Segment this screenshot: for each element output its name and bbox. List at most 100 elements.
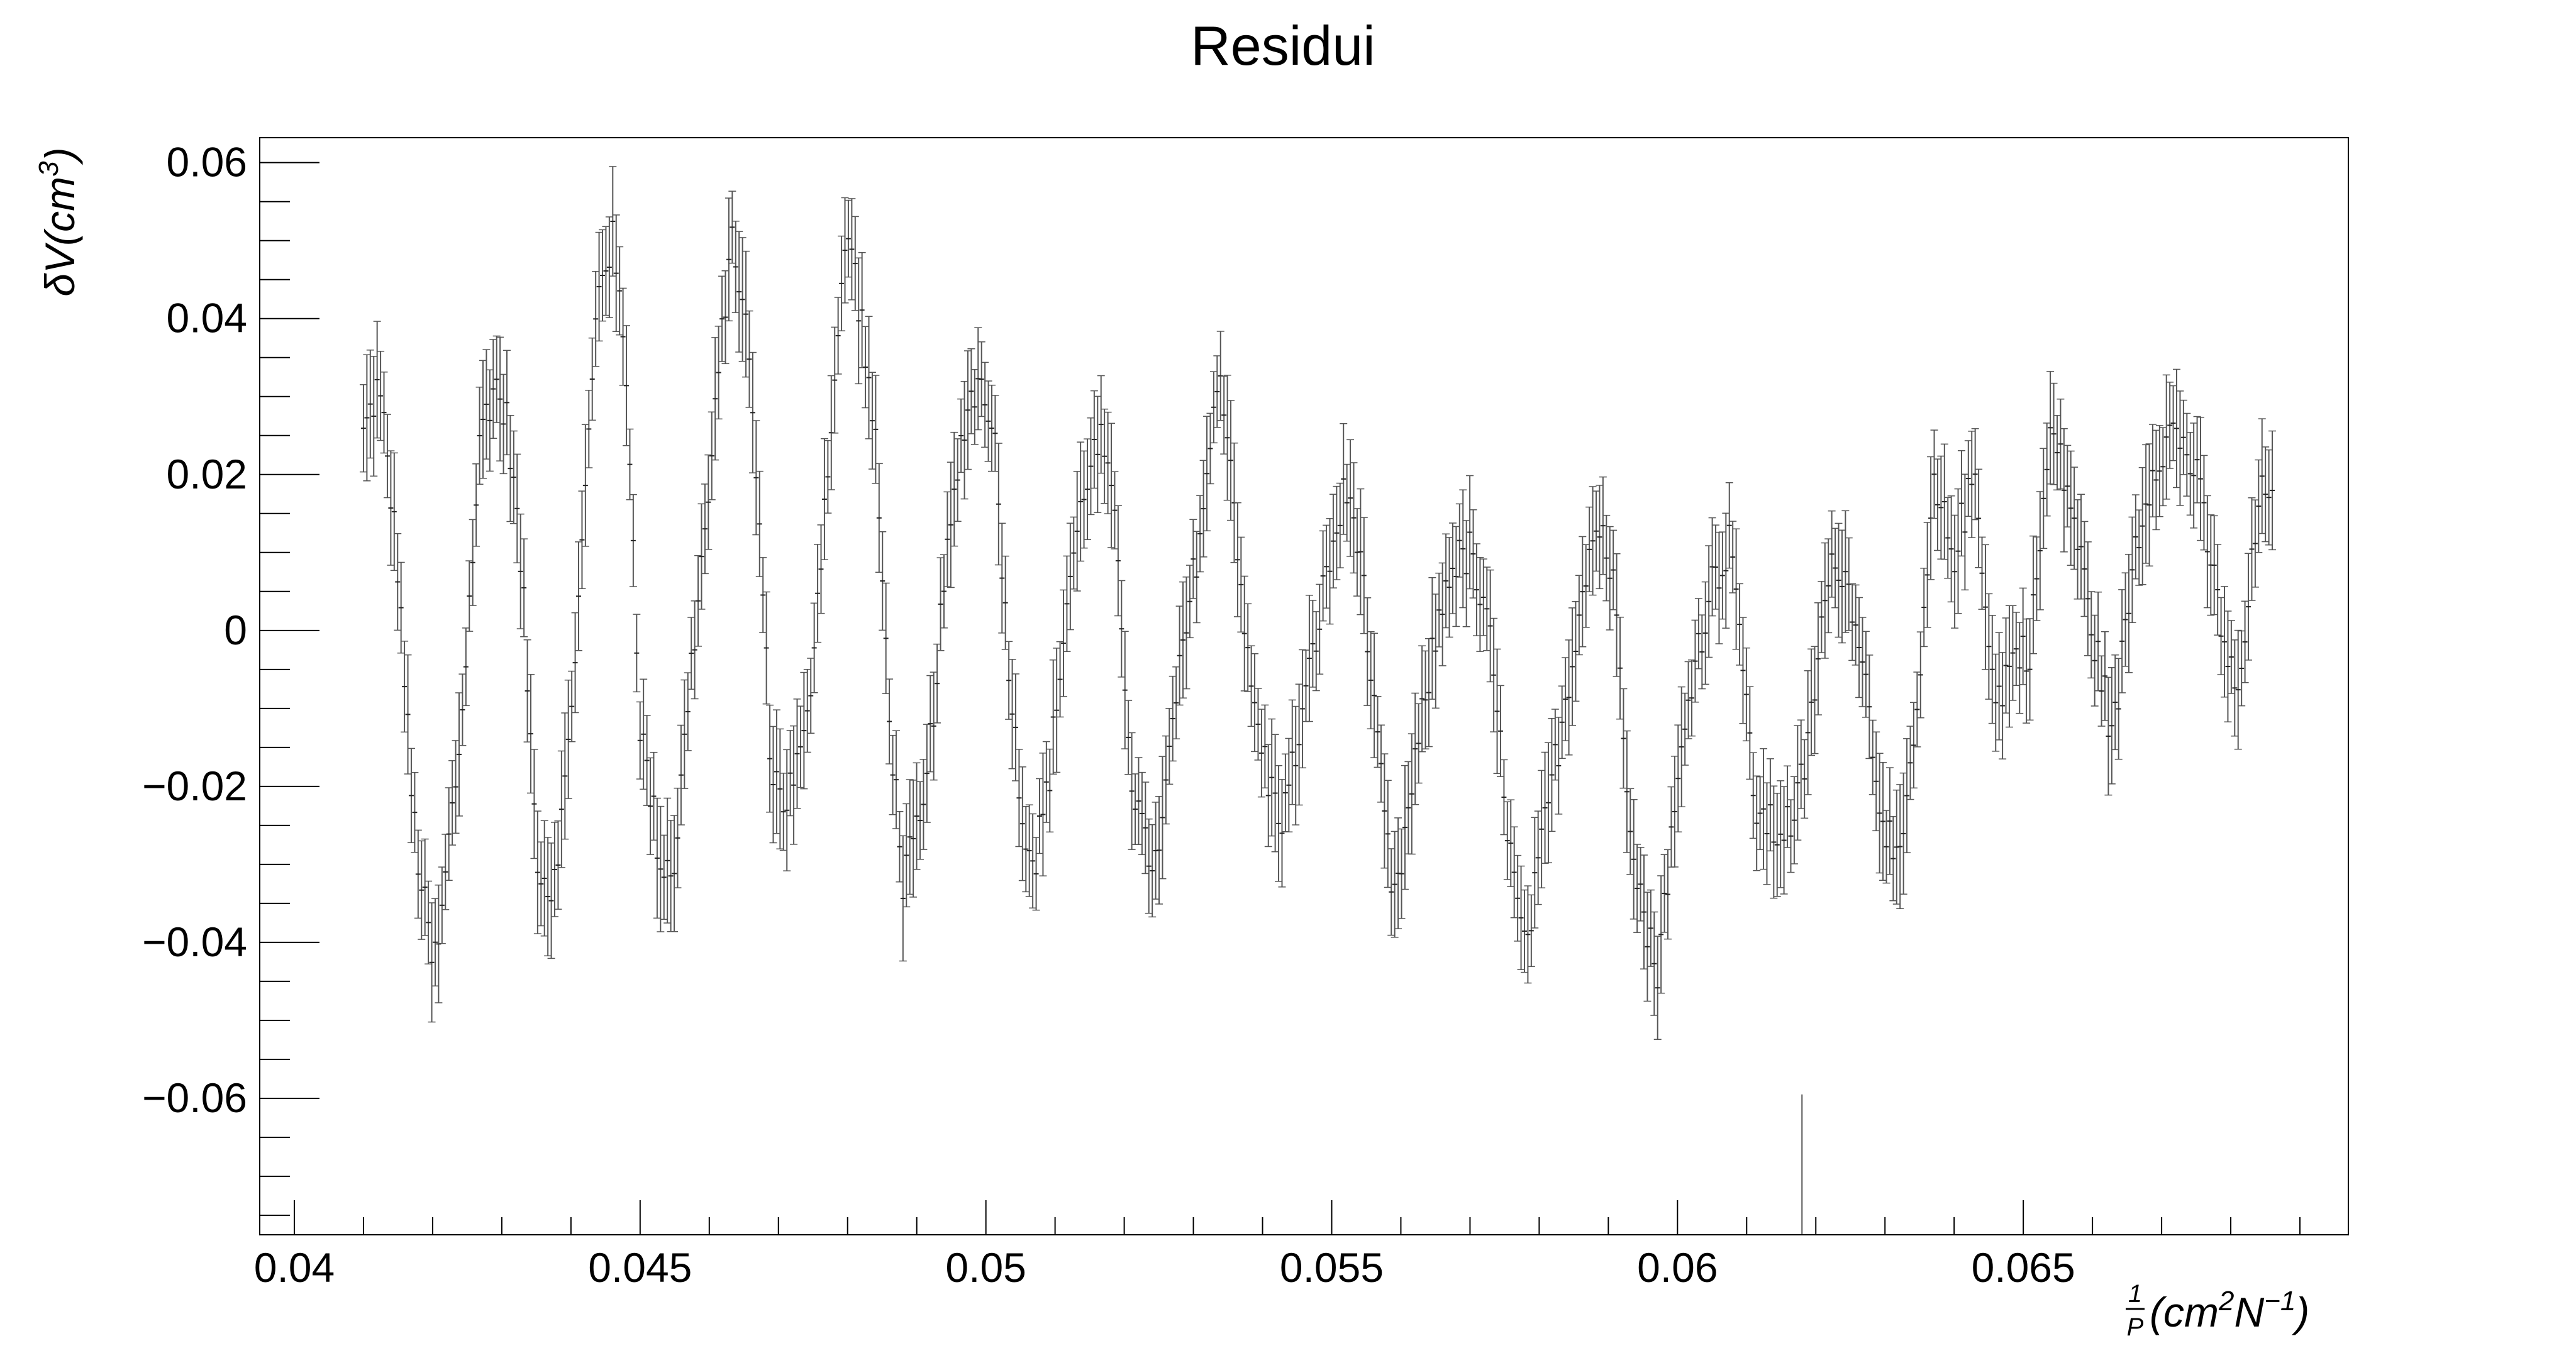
data-point — [2070, 466, 2079, 570]
y-tick-label: −0.06 — [142, 1074, 247, 1121]
data-point — [612, 214, 620, 333]
data-point — [960, 380, 969, 500]
data-point — [1421, 650, 1430, 749]
data-point — [561, 712, 569, 840]
data-point — [1435, 572, 1443, 648]
data-point — [465, 560, 474, 632]
data-point — [718, 275, 726, 362]
data-point — [448, 760, 457, 846]
data-point — [913, 762, 921, 870]
data-point — [2210, 515, 2218, 616]
data-point — [660, 834, 668, 920]
data-point — [1899, 772, 1907, 895]
data-point — [1343, 463, 1351, 542]
data-point — [1172, 666, 1180, 739]
data-point — [2084, 541, 2092, 656]
data-point — [1503, 801, 1511, 880]
data-point — [1646, 889, 1655, 967]
data-point — [807, 658, 815, 734]
data-point — [1763, 782, 1771, 885]
data-point — [886, 678, 894, 765]
data-point — [940, 554, 948, 629]
data-point — [1295, 683, 1303, 806]
x-tick-label: 0.05 — [945, 1244, 1026, 1291]
data-point — [2155, 425, 2163, 517]
data-point — [1599, 476, 1607, 575]
data-point — [728, 190, 736, 264]
data-point — [1691, 619, 1699, 703]
data-point — [366, 350, 374, 459]
data-point — [779, 773, 787, 851]
data-point — [872, 375, 880, 484]
data-point — [609, 166, 617, 277]
data-point — [1080, 450, 1088, 549]
data-point — [2183, 412, 2191, 497]
y-axis-label: δV(cm3) — [33, 147, 83, 296]
data-point — [1169, 675, 1177, 762]
data-point — [1357, 488, 1365, 616]
data-point — [796, 705, 804, 788]
data-point — [1777, 780, 1785, 888]
data-point — [530, 749, 538, 859]
data-point — [731, 221, 740, 313]
data-point — [647, 757, 655, 855]
data-point — [380, 372, 388, 454]
data-point — [1872, 731, 1880, 832]
data-point — [1124, 700, 1133, 775]
data-point — [943, 491, 952, 587]
data-point — [1971, 428, 1979, 521]
data-point — [1954, 488, 1962, 614]
data-point — [1179, 581, 1187, 698]
data-point — [1094, 395, 1102, 514]
data-point — [1677, 686, 1685, 807]
data-point — [2121, 572, 2129, 667]
y-tick-label: −0.04 — [142, 919, 247, 965]
data-point — [848, 198, 856, 301]
data-point — [2104, 676, 2112, 796]
data-point — [670, 815, 679, 932]
data-point — [1121, 631, 1129, 749]
data-point — [523, 639, 531, 742]
data-point — [1264, 744, 1272, 847]
data-point — [1087, 417, 1095, 516]
data-point — [790, 725, 798, 845]
data-point — [370, 356, 378, 477]
data-point — [1469, 509, 1477, 599]
data-point — [2080, 521, 2089, 617]
data-point — [1479, 558, 1487, 636]
data-point — [1278, 779, 1286, 888]
data-point — [602, 226, 610, 316]
data-point — [506, 415, 514, 522]
data-point — [394, 533, 402, 631]
data-point — [1189, 519, 1197, 599]
data-point — [1701, 581, 1709, 685]
data-point — [752, 420, 760, 536]
data-point — [810, 602, 818, 693]
data-point — [1705, 545, 1713, 658]
data-point — [674, 787, 682, 888]
data-point — [616, 246, 624, 336]
data-point — [2046, 371, 2055, 485]
data-point — [1527, 894, 1535, 968]
data-point — [509, 430, 518, 524]
data-point — [578, 490, 586, 590]
data-point — [1520, 889, 1528, 973]
data-point — [2214, 544, 2222, 636]
data-point — [1104, 411, 1112, 514]
data-point — [1414, 703, 1423, 784]
data-point — [1947, 495, 1955, 603]
data-point — [428, 902, 436, 1023]
data-point — [1206, 412, 1214, 485]
data-point — [1340, 422, 1348, 535]
data-point — [1548, 717, 1556, 832]
data-point — [1797, 719, 1805, 809]
data-point — [2124, 553, 2133, 673]
data-point — [1862, 631, 1870, 718]
data-point — [2251, 499, 2259, 588]
data-point — [1807, 648, 1816, 756]
data-point — [1729, 521, 1737, 593]
data-point — [1933, 458, 1941, 551]
data-point — [2019, 587, 2027, 685]
data-point — [957, 398, 965, 473]
data-point — [557, 750, 565, 868]
